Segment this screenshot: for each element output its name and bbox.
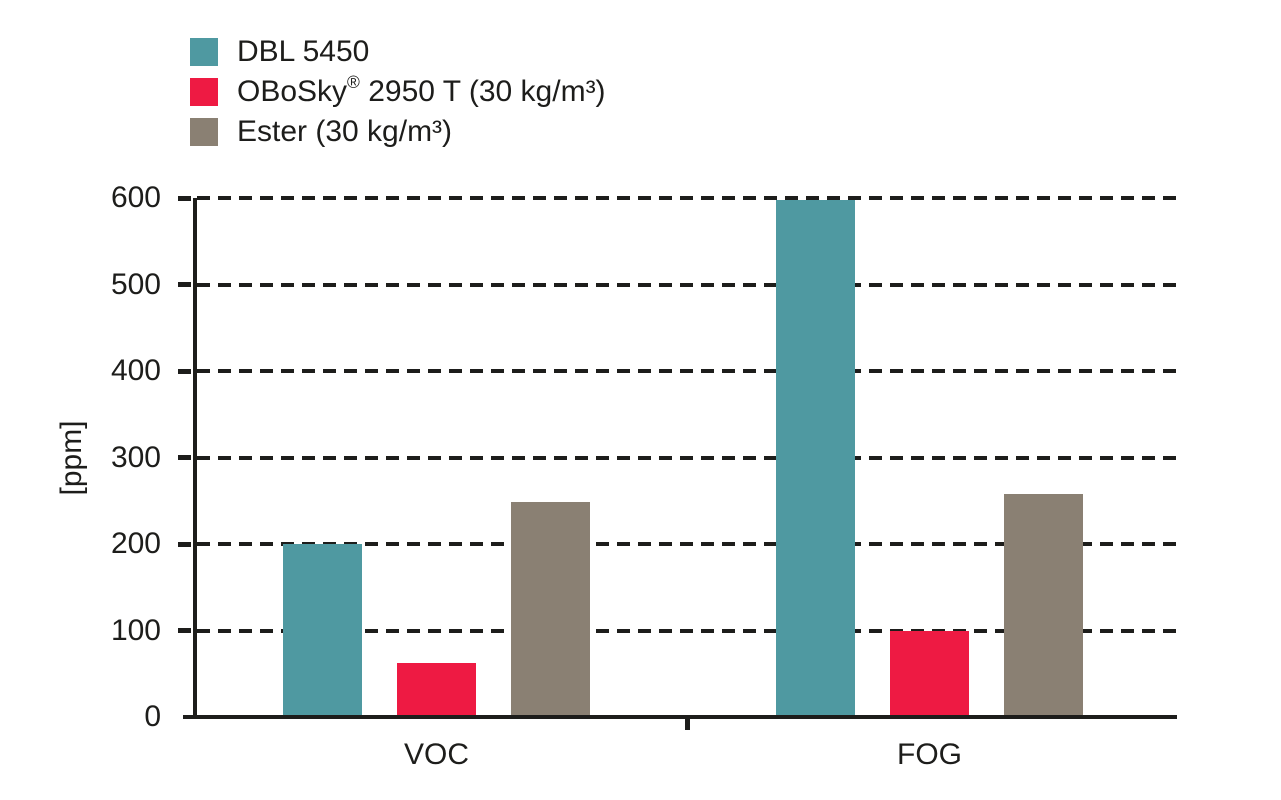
gridline-200	[197, 542, 1177, 546]
plot-area: [ppm] 0 100 200 300 400 500 600 VOC FOG	[55, 181, 1177, 771]
y-tick-label-600: 600	[110, 181, 161, 214]
y-tick-100	[178, 628, 191, 633]
y-tick-label-0: 0	[144, 700, 161, 733]
y-tick-200	[178, 541, 191, 547]
legend-label-dbl-5450: DBL 5450	[237, 35, 370, 68]
category-label-voc: VOC	[403, 738, 469, 771]
bar-dbl-5450-voc	[283, 544, 362, 717]
y-tick-label-100: 100	[110, 613, 161, 647]
legend-item-ester-30-kg-m: Ester (30 kg/m³)	[190, 115, 606, 148]
bar-obosky-2950-t-30-kg-m-fog	[890, 631, 969, 717]
legend-item-obosky-2950-t-30-kg-m: OBoSky® 2950 T (30 kg/m³)	[190, 72, 606, 108]
gridline-400	[197, 369, 1177, 373]
bar-obosky-2950-t-30-kg-m-voc	[397, 663, 476, 717]
legend-label-obosky-2950-t-30-kg-m: OBoSky® 2950 T (30 kg/m³)	[237, 72, 606, 108]
y-tick-500	[178, 282, 191, 287]
bar-dbl-5450-fog	[776, 199, 855, 717]
y-tick-300	[178, 455, 191, 460]
gridline-100	[197, 628, 1177, 633]
y-tick-label-200: 200	[110, 527, 161, 560]
y-tick-600	[178, 195, 191, 201]
y-tick-label-400: 400	[110, 354, 161, 387]
category-label-fog: FOG	[897, 738, 962, 771]
gridline-600	[197, 196, 1177, 200]
y-tick-label-500: 500	[110, 267, 161, 301]
legend-swatch-dbl-5450	[190, 38, 218, 66]
x-axis-line	[183, 715, 1177, 719]
y-tick-400	[178, 368, 191, 374]
x-axis-center-tick	[685, 717, 690, 730]
bar-ester-30-kg-m-fog	[1004, 493, 1083, 717]
gridline-300	[197, 455, 1177, 460]
y-axis-line	[193, 198, 197, 719]
y-tick-label-300: 300	[110, 440, 161, 474]
bar-ester-30-kg-m-voc	[511, 502, 590, 717]
legend-label-ester-30-kg-m: Ester (30 kg/m³)	[237, 115, 453, 148]
legend-item-dbl-5450: DBL 5450	[190, 35, 606, 68]
legend-swatch-ester-30-kg-m	[190, 118, 218, 146]
legend-swatch-obosky-2950-t-30-kg-m	[190, 78, 218, 106]
chart-legend: DBL 5450 OBoSky® 2950 T (30 kg/m³) Ester (…	[190, 35, 606, 158]
gridline-500	[197, 282, 1177, 287]
